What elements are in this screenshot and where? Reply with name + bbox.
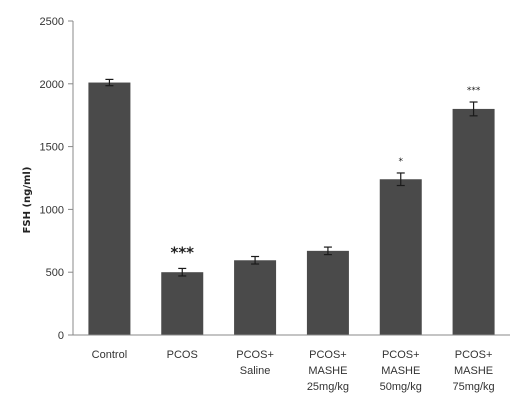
x-category-label: Saline xyxy=(240,365,271,377)
x-category-label: PCOS+ xyxy=(455,349,493,361)
x-category-label: PCOS+ xyxy=(382,349,420,361)
significance-marker: *** xyxy=(467,86,481,96)
bar xyxy=(88,83,130,335)
bar xyxy=(453,109,495,335)
y-tick-label: 0 xyxy=(58,330,64,342)
x-category-label: MASHE xyxy=(454,365,493,377)
y-tick-label: 1000 xyxy=(40,204,64,216)
x-category-label: MASHE xyxy=(381,365,420,377)
y-axis-ticks: 0 500 1000 1500 2000 2500 xyxy=(40,16,73,342)
x-category-label: PCOS+ xyxy=(309,349,347,361)
x-category-label: 75mg/kg xyxy=(452,381,494,393)
bar xyxy=(307,251,349,335)
bars: ******* xyxy=(88,79,494,335)
y-tick-label: 1500 xyxy=(40,142,64,154)
x-category-label: PCOS+ xyxy=(236,349,274,361)
y-tick-label: 2000 xyxy=(40,79,64,91)
x-category-label: Control xyxy=(92,349,127,361)
bar xyxy=(380,179,422,335)
bar xyxy=(234,260,276,335)
x-category-label: MASHE xyxy=(308,365,347,377)
significance-marker: *** xyxy=(170,243,194,261)
bar xyxy=(161,272,203,335)
x-axis-labels: Control PCOS PCOS+ Saline PCOS+ MASHE 25mg/kg P… xyxy=(92,349,495,393)
y-tick-label: 2500 xyxy=(40,16,64,28)
x-category-label: PCOS xyxy=(167,349,198,361)
x-category-label: 50mg/kg xyxy=(380,381,422,393)
y-tick-label: 500 xyxy=(46,267,64,279)
x-category-label: 25mg/kg xyxy=(307,381,349,393)
y-axis-title: FSH (ng/ml) xyxy=(22,167,33,234)
significance-marker: * xyxy=(399,157,404,167)
